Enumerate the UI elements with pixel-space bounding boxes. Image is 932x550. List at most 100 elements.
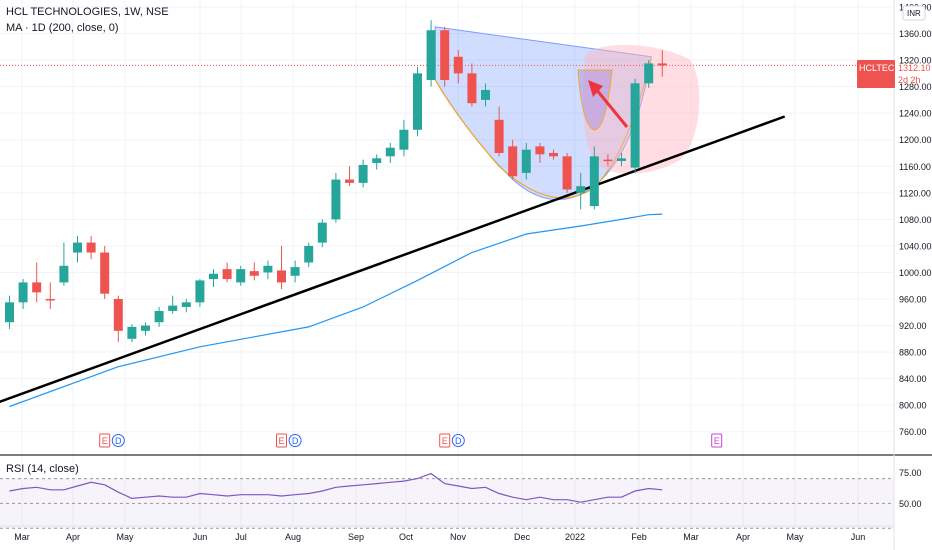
candle-body (467, 73, 477, 104)
currency-button[interactable]: INR (902, 5, 926, 21)
rsi-pane[interactable] (0, 472, 894, 529)
dividend-marker-label: D (115, 436, 122, 446)
candle-body (154, 310, 164, 323)
price-tick-label: 1080.00 (899, 215, 932, 225)
candle-body (481, 89, 490, 100)
price-tick-label: 760.00 (899, 427, 927, 437)
candle-body (644, 63, 654, 84)
time-tick-label: Jun (193, 532, 208, 542)
candle-body (222, 269, 232, 280)
candle-body (141, 325, 150, 331)
dividend-marker-label: D (455, 436, 462, 446)
candle-body (18, 282, 28, 303)
price-axis[interactable]: 1400.001360.001320.001280.001240.001200.… (899, 3, 932, 509)
time-tick-label: May (116, 532, 134, 542)
currency-button-box[interactable] (902, 5, 926, 21)
candle-body (413, 73, 422, 130)
ma-legend[interactable]: MA · 1D (200, close, 0) (6, 22, 119, 34)
candle-body (562, 156, 572, 190)
candle-body (440, 30, 450, 80)
earnings-marker[interactable] (99, 433, 111, 448)
dividend-marker-label: D (292, 436, 299, 446)
chart-title[interactable]: HCL TECHNOLOGIES, 1W, NSE (6, 6, 169, 18)
candle-body (657, 63, 667, 66)
candle-body (45, 299, 55, 301)
annotation-highlight (582, 44, 700, 174)
earnings-marker[interactable] (711, 433, 723, 448)
candle-body (630, 83, 640, 168)
time-tick-label: Mar (14, 532, 30, 542)
candle-body (86, 242, 96, 253)
candle-body (426, 30, 436, 80)
rsi-group (0, 472, 894, 529)
time-axis[interactable]: Mar Apr May Jun Jul Aug Sep Oct Nov Dec 2022 Feb Mar… (14, 532, 865, 542)
candle-body (100, 252, 110, 294)
candle-body (32, 282, 42, 293)
ma-line (9, 213, 663, 408)
candle-body (494, 119, 504, 153)
candle-body (372, 158, 382, 163)
earnings-marker-label: E (102, 436, 108, 446)
price-tick-label: 1040.00 (899, 241, 932, 251)
price-tick-label: 1280.00 (899, 82, 932, 92)
candle-body (181, 302, 191, 307)
price-tag-countdown: 2d 2h (898, 75, 921, 85)
candle-body (385, 147, 395, 157)
candle-body (236, 269, 246, 283)
candle-body (168, 305, 178, 311)
price-tick-label: 1120.00 (899, 188, 931, 198)
price-tag-symbol: HCLTECH (859, 63, 901, 73)
candle-body (277, 270, 286, 283)
candle-body (317, 222, 327, 243)
price-tick-label: 1320.00 (899, 56, 932, 66)
dividend-marker[interactable] (111, 434, 125, 447)
time-tick-label: Oct (399, 532, 414, 542)
candle-body (304, 245, 314, 263)
annotation-arrow[interactable] (588, 80, 629, 128)
price-tick-label: 840.00 (899, 374, 927, 384)
ma-line-group (9, 213, 663, 408)
trendline-group[interactable] (0, 115, 786, 404)
dividend-marker[interactable] (451, 434, 465, 447)
rsi-line (9, 472, 663, 503)
price-tick-label: 800.00 (899, 401, 927, 411)
price-tick-label: 1000.00 (899, 268, 932, 278)
candle-body (127, 326, 137, 339)
arrow-head (588, 80, 603, 97)
earnings-marker-label: E (714, 436, 720, 446)
candle-body (589, 156, 599, 207)
candle-body (399, 129, 409, 150)
candle-body (59, 265, 69, 283)
time-tick-label: Dec (514, 532, 531, 542)
currency-label: INR (907, 9, 921, 18)
candle-body (617, 158, 626, 161)
candle-body (576, 186, 586, 193)
candle-body (453, 56, 463, 74)
candle-body (290, 267, 300, 276)
time-tick-label: Aug (285, 532, 301, 542)
price-tick-label: 1360.00 (899, 29, 932, 39)
candle-body (549, 153, 558, 157)
rsi-legend[interactable]: RSI (14, close) (6, 463, 79, 475)
candle-body (331, 179, 341, 220)
dividend-marker[interactable] (288, 434, 302, 447)
trendline[interactable] (0, 115, 786, 404)
price-tick-label: 960.00 (899, 295, 927, 305)
time-tick-label: Jun (851, 532, 866, 542)
candle-body (249, 271, 259, 276)
earnings-marker[interactable] (439, 433, 451, 448)
candle-body (263, 265, 273, 273)
earnings-marker[interactable] (276, 433, 287, 448)
arrow-shaft (594, 88, 629, 128)
price-tick-label: 880.00 (899, 348, 927, 358)
price-tick-label: 1240.00 (899, 109, 932, 119)
time-tick-label: Feb (631, 532, 647, 542)
candles-group (5, 20, 667, 343)
candle-body (508, 146, 518, 177)
time-tick-label: Apr (66, 532, 80, 542)
price-tag-box (857, 60, 895, 88)
time-tick-label: Mar (683, 532, 699, 542)
